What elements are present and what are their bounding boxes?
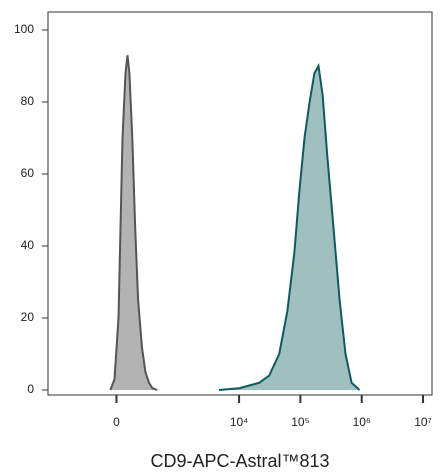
x-tick-label: 0 [113,415,120,429]
plot-frame [47,11,433,396]
x-axis-label: CD9-APC-Astral™813 [150,451,329,471]
x-tick-label: 10⁴ [230,415,249,429]
x-tick-label: 10⁶ [353,415,371,429]
x-tick-label: 10⁵ [291,415,309,429]
y-tick-label: 100 [14,22,34,36]
y-tick-label: 80 [21,94,35,108]
y-tick-label: 60 [21,166,35,180]
x-tick-label: 10⁷ [414,415,432,429]
y-tick-label: 20 [21,310,35,324]
y-tick-label: 40 [21,238,35,252]
area-fill [219,66,360,390]
histogram-outline [218,62,361,391]
y-tick-label: 0 [27,382,34,396]
area-fill [110,55,158,390]
histogram-outline [109,55,158,391]
